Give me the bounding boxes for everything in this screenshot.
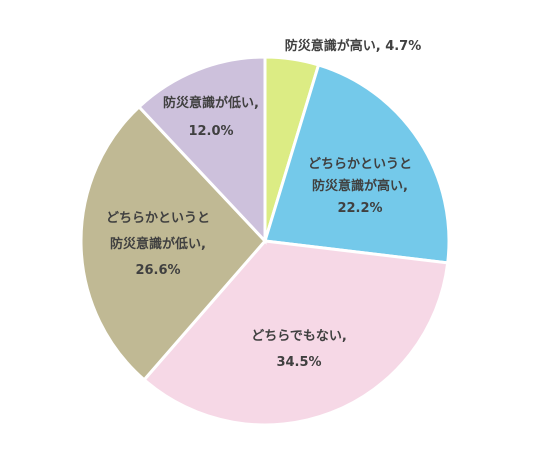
pie-slice-4	[79, 104, 268, 382]
pie-slice-2	[263, 63, 451, 265]
pie-slices	[79, 55, 451, 427]
slice-label-1: 防災意識が高い, 4.7%	[285, 38, 422, 54]
pie-slice-3	[142, 239, 450, 427]
slice-label-5: 防災意識が低い, 12.0%	[163, 95, 259, 139]
pie-slice-5	[136, 55, 267, 245]
slice-label-4: どちらかというと防災意識が低い, 26.6%	[106, 211, 210, 278]
slice-label-3: どちらでもない, 34.5%	[251, 329, 347, 370]
pie-labels: 防災意識が高い, 4.7% どちらかというと防災意識が高い, 22.2% どちらでもな…	[106, 38, 421, 370]
slice-label-2: どちらかというと防災意識が高い, 22.2%	[308, 157, 412, 216]
